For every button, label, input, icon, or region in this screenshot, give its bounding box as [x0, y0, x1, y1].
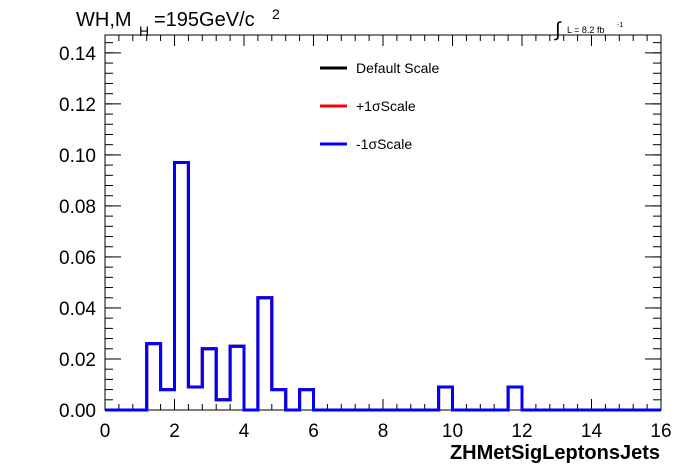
title-main: WH,M [76, 9, 132, 31]
x-tick-label: 4 [239, 421, 250, 442]
y-tick-label: 0.10 [59, 146, 96, 167]
legend-label: -1σScale [356, 136, 412, 152]
x-axis-label: ZHMetSigLeptonsJets [450, 442, 660, 464]
x-tick-label: 16 [650, 421, 671, 442]
y-tick-label: 0.00 [59, 401, 96, 422]
x-axis: 0 2 4 6 8 10 12 14 16 [100, 35, 672, 442]
x-tick-label: 10 [442, 421, 463, 442]
title-superscript: 2 [272, 6, 280, 22]
x-tick-label: 2 [169, 421, 180, 442]
y-tick-label: 0.06 [59, 248, 96, 269]
x-tick-label: 8 [378, 421, 389, 442]
x-tick-label: 14 [581, 421, 603, 442]
series-layer [105, 161, 661, 412]
legend-label: +1σScale [356, 98, 416, 114]
series-line-2 [105, 161, 661, 412]
lumi-integral-sign: ∫ [554, 19, 562, 41]
y-tick-label: 0.14 [59, 44, 96, 65]
title-value: =195GeV/c [154, 9, 255, 31]
y-tick-label: 0.08 [59, 197, 96, 218]
y-tick-label: 0.04 [59, 299, 96, 320]
title-subscript: H [139, 23, 149, 39]
lumi-label: L = 8.2 fb [567, 25, 604, 35]
y-tick-label: 0.02 [59, 350, 96, 371]
legend-label: Default Scale [356, 60, 439, 76]
lumi-superscript: -1 [617, 22, 623, 29]
x-tick-label: 0 [100, 421, 111, 442]
x-tick-label: 6 [308, 421, 319, 442]
y-axis: 0.00 0.02 0.04 0.06 0.08 0.10 0.12 0.14 [59, 42, 661, 422]
x-tick-label: 12 [511, 421, 532, 442]
y-tick-label: 0.12 [59, 95, 96, 116]
legend: Default Scale +1σScale -1σScale [320, 60, 439, 152]
